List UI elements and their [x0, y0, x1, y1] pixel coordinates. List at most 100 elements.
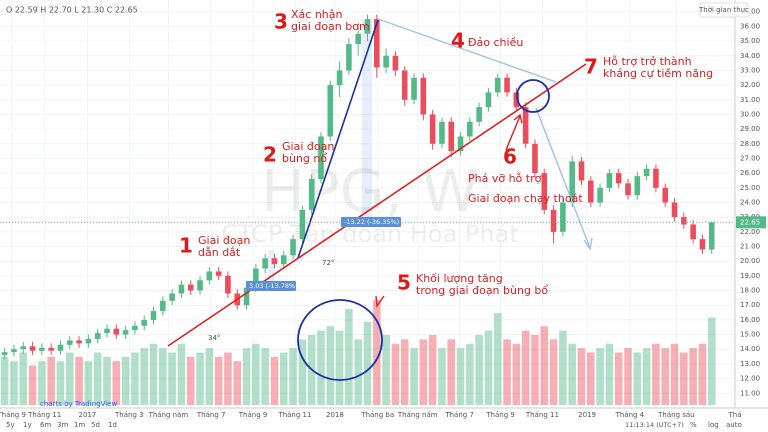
- scale-option[interactable]: log: [708, 421, 719, 429]
- candle-body: [643, 168, 650, 177]
- volume-bar: [373, 300, 381, 405]
- candle-body: [653, 168, 659, 188]
- range-button[interactable]: 1m: [74, 421, 85, 429]
- range-button[interactable]: 6m: [40, 421, 51, 429]
- axes: 11.00 12.00 13.00 14.00 15.00 16.00 17.00 18.00…: [0, 8, 766, 419]
- candle-body: [560, 202, 566, 232]
- volume-bar: [214, 356, 223, 405]
- volume-bar: [298, 339, 307, 405]
- volume-bar: [103, 356, 111, 405]
- scale-option[interactable]: auto: [726, 421, 742, 429]
- volume-bar: [680, 352, 688, 405]
- price-axis: [735, 0, 768, 408]
- x-tick-label: 2017: [79, 411, 97, 419]
- volume-bar: [587, 352, 595, 405]
- candle-body: [327, 85, 334, 137]
- candle-body: [541, 173, 548, 210]
- y-tick-label: 16.00: [740, 316, 760, 324]
- volume-bar: [177, 343, 186, 405]
- y-tick-label: 34.00: [740, 52, 760, 60]
- volume-bar: [131, 352, 139, 405]
- volume-bar: [168, 352, 176, 405]
- candle-body: [690, 224, 696, 240]
- measure-shade: [268, 250, 274, 282]
- candle-body: [197, 280, 203, 291]
- volume-bar: [242, 348, 251, 405]
- candle-body: [243, 287, 250, 306]
- range-button[interactable]: 1y: [23, 421, 32, 429]
- candle-body: [662, 187, 669, 203]
- volume-bar: [84, 361, 93, 405]
- volume-bar: [140, 348, 148, 405]
- volume-bar: [624, 348, 632, 405]
- volume-bar: [186, 356, 195, 405]
- volume-bar: [382, 335, 390, 405]
- range-button[interactable]: 5y: [6, 421, 15, 429]
- branding: charts by TradingView: [40, 400, 117, 408]
- x-tick-label: Tháng 9: [485, 411, 515, 419]
- x-tick-label: 2019: [578, 411, 596, 419]
- volume-bar: [605, 343, 614, 405]
- y-tick-label: 37.00: [740, 8, 760, 16]
- annotation-text: Phá vỡ hỗ trợ: [468, 172, 542, 185]
- volume-bar: [633, 352, 642, 405]
- volume-bar: [596, 348, 604, 405]
- volume-bar: [438, 348, 446, 405]
- y-tick-label: 27.00: [740, 154, 760, 162]
- volume-bar: [205, 348, 214, 405]
- volume-bar: [400, 339, 409, 405]
- candle-body: [271, 258, 278, 265]
- range-button[interactable]: 1d: [108, 421, 117, 429]
- candle-body: [550, 209, 557, 232]
- candle-body: [439, 121, 445, 144]
- range-button[interactable]: 3m: [57, 421, 68, 429]
- candle-body: [150, 311, 157, 320]
- x-tick-label: Tháng 7: [444, 411, 474, 419]
- annotation-number: 4: [451, 29, 465, 53]
- candle-body: [364, 19, 371, 34]
- volume-bar: [652, 343, 660, 405]
- candle-body: [215, 271, 222, 276]
- y-tick-label: 12.00: [740, 375, 760, 383]
- candle-layer: [1, 14, 715, 360]
- candle-body: [262, 258, 268, 269]
- volume-bar: [149, 343, 158, 405]
- x-tick-label: Tháng ba: [360, 411, 394, 419]
- toolbar: 5y 1y 6m 3m 1m 5d 1d charts by TradingView 11:13…: [6, 400, 742, 429]
- scale-option[interactable]: %: [690, 421, 697, 429]
- volume-bar: [224, 352, 232, 405]
- volume-bar: [363, 321, 372, 405]
- volume-bar: [419, 339, 428, 405]
- y-tick-label: 25.00: [740, 184, 760, 192]
- measure-box: [246, 281, 296, 291]
- watermark: HPG, W: [261, 157, 479, 225]
- candle-body: [457, 136, 464, 152]
- volume-bar: [531, 335, 539, 405]
- candle-body: [104, 328, 110, 334]
- candle-body: [336, 70, 343, 86]
- annotation-number: 6: [503, 145, 517, 169]
- candle-body: [485, 92, 492, 108]
- volume-layer: [0, 300, 716, 405]
- y-tick-label: 11.00: [740, 389, 760, 397]
- arrow-head: [583, 237, 593, 251]
- range-button[interactable]: 5d: [91, 421, 100, 429]
- volume-bar: [75, 356, 83, 405]
- annotation-text: trong giai đoạn bùng bổ: [416, 284, 548, 297]
- candle-body: [122, 330, 129, 335]
- candle-body: [681, 217, 687, 225]
- volume-bar: [354, 339, 362, 405]
- candle-body: [392, 55, 399, 71]
- volume-bar: [345, 308, 353, 405]
- candle-body: [606, 173, 613, 188]
- y-tick-label: 15.00: [740, 331, 760, 339]
- y-tick-label: 14.00: [740, 345, 760, 353]
- volume-bar: [65, 352, 74, 405]
- candle-body: [448, 121, 455, 152]
- y-tick-label: 33.00: [740, 66, 760, 74]
- highlight-circle: [297, 299, 383, 381]
- volume-bar: [28, 365, 37, 405]
- volume-bar: [549, 339, 558, 405]
- volume-bar: [521, 330, 530, 405]
